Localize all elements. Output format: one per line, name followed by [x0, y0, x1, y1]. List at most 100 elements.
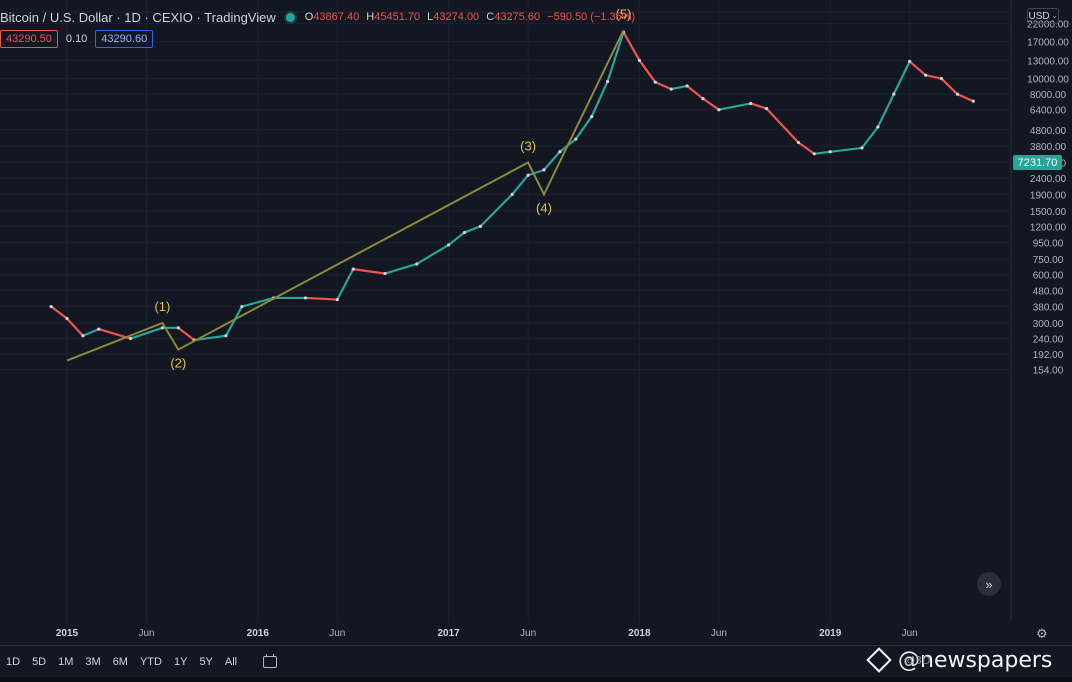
price-point — [526, 173, 530, 177]
close-value: 43275.60 — [494, 11, 541, 23]
sell-price-button[interactable]: 43290.50 — [0, 30, 58, 48]
y-tick-label: 192.00 — [1033, 350, 1064, 361]
price-point — [908, 59, 912, 63]
range-5d-button[interactable]: 5D — [32, 656, 47, 668]
symbol-title[interactable]: Bitcoin / U.S. Dollar · 1D · CEXIO · Tra… — [0, 9, 276, 25]
price-segment — [606, 31, 625, 82]
range-all-button[interactable]: All — [224, 656, 238, 668]
price-point — [97, 327, 101, 331]
price-point — [971, 99, 975, 103]
y-tick-label: 6400.00 — [1030, 106, 1067, 117]
price-point — [796, 140, 801, 145]
market-status-icon — [285, 12, 295, 22]
price-point — [828, 150, 832, 154]
y-tick-label: 240.00 — [1033, 335, 1064, 346]
price-point — [717, 108, 721, 112]
x-tick-label: Jun — [329, 628, 345, 639]
price-point — [240, 304, 244, 309]
price-segment — [925, 74, 942, 80]
y-tick-label: 154.00 — [1033, 366, 1064, 377]
y-tick-label: 1900.00 — [1030, 190, 1067, 201]
wave-label: (2) — [170, 356, 186, 371]
chart-legend: Bitcoin / U.S. Dollar · 1D · CEXIO · Tra… — [0, 8, 639, 26]
price-point — [510, 192, 514, 196]
price-segment — [574, 115, 593, 140]
price-segment — [543, 151, 561, 171]
price-point — [351, 267, 355, 271]
calendar-icon[interactable] — [263, 654, 278, 668]
buy-price-button[interactable]: 43290.60 — [95, 30, 154, 48]
price-point — [129, 336, 133, 341]
price-segment — [82, 328, 100, 337]
price-segment — [241, 296, 274, 308]
price-point — [924, 73, 928, 77]
range-6m-button[interactable]: 6M — [112, 656, 128, 668]
price-point — [81, 334, 85, 338]
price-point — [860, 146, 864, 150]
price-segment — [718, 102, 751, 111]
low-key: L — [427, 11, 434, 23]
price-point — [606, 79, 610, 84]
wave-label: (1) — [154, 299, 170, 314]
price-point — [224, 334, 228, 338]
price-point — [542, 168, 546, 172]
bid-ask-row: 43290.50 0.10 43290.60 — [0, 30, 154, 48]
price-segment — [305, 296, 338, 301]
y-tick-label: 600.00 — [1033, 271, 1064, 282]
high-value: 45451.70 — [374, 11, 421, 23]
x-tick-label: 2019 — [819, 628, 842, 639]
currency-selector[interactable]: USD ⌄ — [1027, 8, 1059, 24]
price-point — [478, 224, 482, 228]
watermark-sub: @3D — [904, 654, 931, 667]
range-1m-button[interactable]: 1M — [58, 656, 74, 668]
price-segment — [876, 93, 895, 128]
price-point — [812, 152, 816, 156]
x-tick-label: 2018 — [628, 628, 651, 639]
y-tick-label: 750.00 — [1033, 255, 1064, 266]
bottom-strip — [0, 677, 1072, 682]
price-segment — [830, 146, 863, 153]
price-point — [876, 125, 880, 129]
watermark-logo-icon — [866, 647, 892, 673]
price-point — [574, 137, 578, 141]
price-segment — [447, 231, 466, 246]
range-3m-button[interactable]: 3M — [85, 656, 101, 668]
price-segment — [940, 77, 959, 95]
price-segment — [814, 150, 831, 155]
range-5y-button[interactable]: 5Y — [199, 656, 213, 668]
gear-icon[interactable]: ⚙ — [1036, 626, 1048, 641]
price-segment — [590, 80, 609, 118]
y-tick-label: 2400.00 — [1030, 174, 1067, 185]
price-point — [685, 84, 689, 88]
price-point — [383, 271, 387, 276]
wave-path[interactable] — [66, 29, 625, 362]
price-segment — [353, 268, 386, 275]
y-tick-label: 10000.00 — [1027, 75, 1069, 86]
currency-label: USD — [1028, 10, 1050, 22]
range-ytd-button[interactable]: YTD — [139, 656, 162, 668]
price-point — [335, 297, 339, 302]
watermark-text: @newspapers — [898, 647, 1053, 673]
spread-value: 0.10 — [65, 33, 88, 45]
price-segment — [670, 84, 688, 91]
y-tick-label: 480.00 — [1033, 286, 1064, 297]
y-tick-label: 300.00 — [1033, 319, 1064, 330]
y-tick-label: 13000.00 — [1027, 56, 1069, 67]
price-point — [653, 80, 657, 84]
price-point — [447, 243, 451, 247]
y-tick-label: 17000.00 — [1027, 38, 1069, 49]
price-segment — [750, 102, 767, 110]
price-segment — [861, 126, 879, 149]
double-chevron-right-icon[interactable]: » — [977, 572, 1001, 596]
price-segment — [384, 262, 418, 275]
y-tick-label: 8000.00 — [1030, 90, 1067, 101]
price-segment — [892, 60, 911, 95]
y-tick-label: 3800.00 — [1030, 142, 1067, 153]
range-1d-button[interactable]: 1D — [6, 656, 21, 668]
y-tick-label: 380.00 — [1033, 303, 1064, 314]
price-point — [558, 150, 562, 154]
y-tick-label: 1500.00 — [1030, 207, 1067, 218]
range-1y-button[interactable]: 1Y — [173, 656, 188, 668]
x-tick-label: 2016 — [247, 628, 270, 639]
